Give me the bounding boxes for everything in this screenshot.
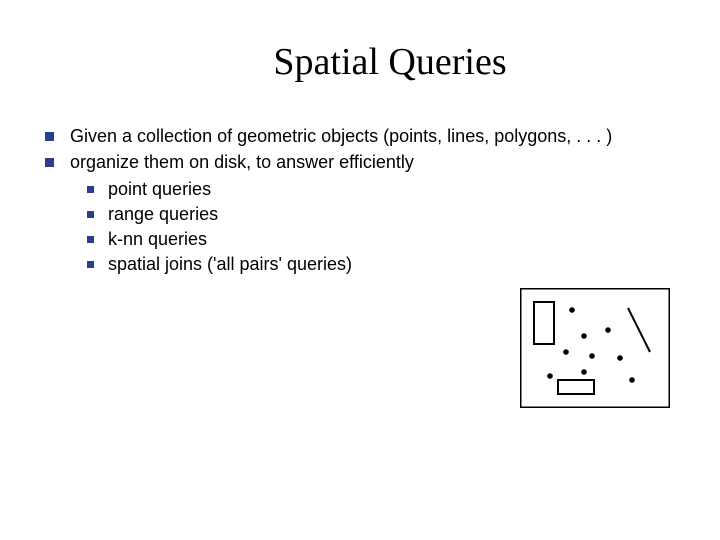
square-bullet-icon bbox=[87, 211, 94, 218]
bullet-text: Given a collection of geometric objects … bbox=[70, 124, 612, 148]
sub-bullet-text: point queries bbox=[108, 177, 211, 201]
square-bullet-icon bbox=[45, 158, 54, 167]
sub-bullet-text: k-nn queries bbox=[108, 227, 207, 251]
square-bullet-icon bbox=[45, 132, 54, 141]
square-bullet-icon bbox=[87, 186, 94, 193]
spatial-objects-diagram bbox=[520, 288, 670, 408]
bullet-item: organize them on disk, to answer efficie… bbox=[45, 150, 690, 174]
sub-bullet-list: point queries range queries k-nn queries… bbox=[87, 177, 690, 277]
content-area: Given a collection of geometric objects … bbox=[45, 124, 690, 277]
square-bullet-icon bbox=[87, 236, 94, 243]
sub-bullet-item: range queries bbox=[87, 202, 690, 226]
bullet-item: Given a collection of geometric objects … bbox=[45, 124, 690, 148]
bullet-text: organize them on disk, to answer efficie… bbox=[70, 150, 414, 174]
sub-bullet-text: spatial joins ('all pairs' queries) bbox=[108, 252, 352, 276]
sub-bullet-item: spatial joins ('all pairs' queries) bbox=[87, 252, 690, 276]
sub-bullet-item: point queries bbox=[87, 177, 690, 201]
square-bullet-icon bbox=[87, 261, 94, 268]
slide-container: Spatial Queries Given a collection of ge… bbox=[0, 0, 720, 540]
sub-bullet-item: k-nn queries bbox=[87, 227, 690, 251]
sub-bullet-text: range queries bbox=[108, 202, 218, 226]
diagram-svg bbox=[520, 288, 670, 408]
slide-title: Spatial Queries bbox=[90, 40, 690, 84]
